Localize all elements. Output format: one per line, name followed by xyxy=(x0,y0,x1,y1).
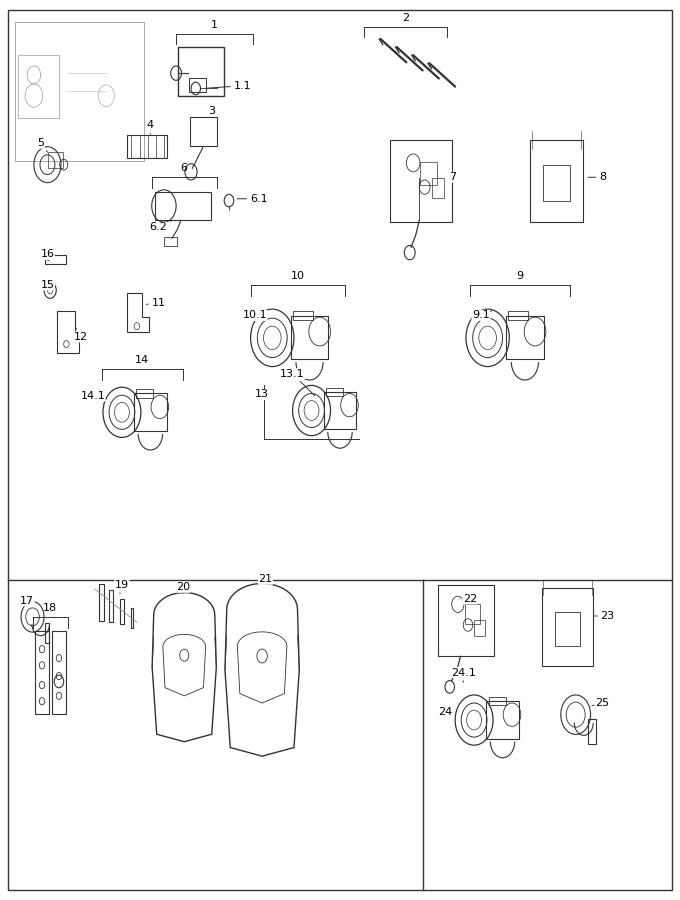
Text: 4: 4 xyxy=(147,121,154,134)
Bar xyxy=(390,140,452,222)
Text: 24.1: 24.1 xyxy=(451,668,476,682)
Text: 6.2: 6.2 xyxy=(150,220,172,232)
Text: 8: 8 xyxy=(588,172,607,182)
Text: 11: 11 xyxy=(146,298,165,308)
Bar xyxy=(155,192,211,220)
Text: 20: 20 xyxy=(176,582,190,594)
Text: 13.1: 13.1 xyxy=(280,369,315,396)
Bar xyxy=(134,393,167,431)
Bar xyxy=(164,238,177,247)
Bar xyxy=(324,392,356,429)
Bar xyxy=(475,619,485,635)
Text: 6: 6 xyxy=(181,163,188,174)
Text: 6.1: 6.1 xyxy=(237,194,267,203)
Bar xyxy=(35,631,49,714)
Bar xyxy=(506,316,543,359)
Bar xyxy=(530,140,583,222)
Text: 5: 5 xyxy=(37,139,48,152)
Bar xyxy=(15,22,143,160)
Bar xyxy=(99,584,104,621)
Text: 7: 7 xyxy=(449,172,456,182)
Bar xyxy=(555,611,581,645)
Bar xyxy=(127,135,167,158)
Bar xyxy=(18,55,59,118)
Bar xyxy=(508,310,528,320)
Bar xyxy=(489,698,506,706)
Bar xyxy=(120,598,124,624)
Text: 19: 19 xyxy=(115,580,129,594)
Text: 22: 22 xyxy=(459,594,477,604)
Text: 24: 24 xyxy=(439,707,453,717)
Text: 3: 3 xyxy=(205,106,215,118)
Bar xyxy=(190,117,217,146)
Text: 14.1: 14.1 xyxy=(80,392,105,403)
Text: 9: 9 xyxy=(517,271,524,281)
Text: 10: 10 xyxy=(291,271,305,281)
Text: 16: 16 xyxy=(40,249,54,259)
Text: 10.1: 10.1 xyxy=(242,310,267,320)
Text: 23: 23 xyxy=(594,611,615,621)
Text: 14: 14 xyxy=(135,356,150,365)
Bar xyxy=(438,585,494,656)
Bar xyxy=(46,623,50,643)
Text: 13: 13 xyxy=(254,390,269,400)
Text: 1: 1 xyxy=(211,20,218,30)
Bar xyxy=(131,608,133,627)
Bar xyxy=(46,256,66,265)
Bar xyxy=(52,631,66,714)
Text: 21: 21 xyxy=(258,574,273,584)
Bar xyxy=(432,178,444,198)
Text: 12: 12 xyxy=(74,328,88,342)
Bar xyxy=(486,701,519,739)
Bar xyxy=(48,152,63,168)
Text: 1.1: 1.1 xyxy=(206,81,252,91)
Bar xyxy=(464,604,479,624)
Bar xyxy=(420,162,437,184)
Text: 25: 25 xyxy=(592,698,609,708)
Text: 15: 15 xyxy=(40,280,54,290)
Bar xyxy=(291,316,328,359)
Text: 9.1: 9.1 xyxy=(472,310,492,320)
Bar xyxy=(178,47,224,96)
Bar xyxy=(109,590,113,622)
Text: 18: 18 xyxy=(43,603,57,613)
Bar xyxy=(189,78,206,92)
Bar xyxy=(543,165,571,201)
Bar xyxy=(588,719,596,744)
Bar xyxy=(137,390,154,398)
Text: 17: 17 xyxy=(20,596,34,606)
Bar xyxy=(326,388,343,396)
Bar xyxy=(292,310,313,320)
Text: 2: 2 xyxy=(402,13,409,22)
Bar xyxy=(543,588,592,666)
